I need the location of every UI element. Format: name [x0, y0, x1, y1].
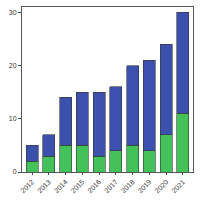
svg-text:20: 20	[9, 62, 17, 69]
svg-text:2015: 2015	[70, 178, 86, 194]
svg-text:2020: 2020	[153, 178, 169, 194]
svg-text:2021: 2021	[170, 178, 186, 194]
svg-text:2013: 2013	[36, 178, 52, 194]
svg-text:2012: 2012	[19, 178, 35, 194]
svg-text:2019: 2019	[137, 178, 153, 194]
svg-text:2014: 2014	[53, 178, 69, 194]
svg-text:30: 30	[9, 9, 17, 16]
svg-text:2016: 2016	[86, 178, 102, 194]
svg-text:0: 0	[13, 168, 17, 175]
svg-text:10: 10	[9, 115, 17, 122]
svg-text:2017: 2017	[103, 178, 119, 194]
svg-text:2018: 2018	[120, 178, 136, 194]
